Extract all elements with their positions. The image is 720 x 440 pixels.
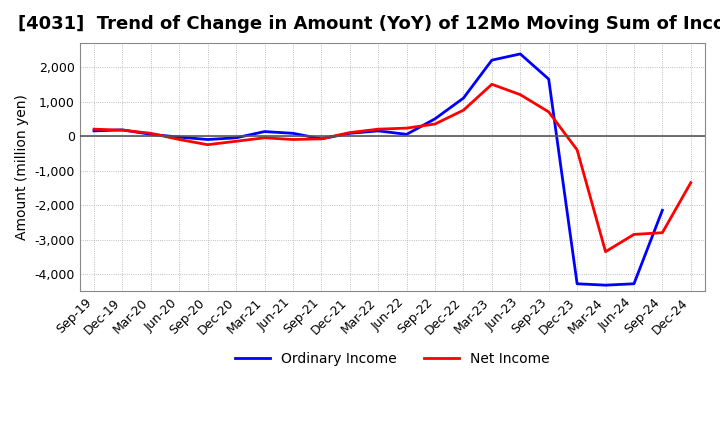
Net Income [573,147,582,153]
Net Income [146,131,155,136]
Net Income [232,139,240,144]
Net Income [118,128,127,133]
Ordinary Income [146,132,155,137]
Net Income [317,136,325,142]
Net Income [402,125,411,131]
Net Income [601,249,610,254]
Net Income [629,232,638,237]
Ordinary Income [90,128,99,133]
Ordinary Income [601,282,610,288]
Net Income [459,107,468,113]
Net Income [516,92,525,97]
Ordinary Income [516,51,525,57]
Ordinary Income [118,127,127,132]
Ordinary Income [346,131,354,136]
Ordinary Income [317,136,325,142]
Net Income [374,127,382,132]
Ordinary Income [459,95,468,101]
Net Income [175,137,184,142]
Ordinary Income [232,135,240,140]
Line: Net Income: Net Income [94,84,690,252]
Ordinary Income [175,135,184,140]
Ordinary Income [289,131,297,136]
Net Income [686,180,695,185]
Ordinary Income [374,128,382,133]
Net Income [544,109,553,114]
Ordinary Income [260,129,269,134]
Net Income [487,82,496,87]
Ordinary Income [487,58,496,63]
Ordinary Income [402,132,411,137]
Title: [4031]  Trend of Change in Amount (YoY) of 12Mo Moving Sum of Incomes: [4031] Trend of Change in Amount (YoY) o… [18,15,720,33]
Net Income [431,121,439,127]
Y-axis label: Amount (million yen): Amount (million yen) [15,94,29,240]
Net Income [289,137,297,142]
Ordinary Income [573,281,582,286]
Ordinary Income [629,281,638,286]
Ordinary Income [203,137,212,142]
Ordinary Income [544,77,553,82]
Net Income [203,142,212,147]
Net Income [346,130,354,135]
Net Income [658,230,667,235]
Ordinary Income [658,208,667,213]
Legend: Ordinary Income, Net Income: Ordinary Income, Net Income [230,346,555,371]
Net Income [90,127,99,132]
Net Income [260,135,269,140]
Ordinary Income [431,116,439,121]
Line: Ordinary Income: Ordinary Income [94,54,662,285]
